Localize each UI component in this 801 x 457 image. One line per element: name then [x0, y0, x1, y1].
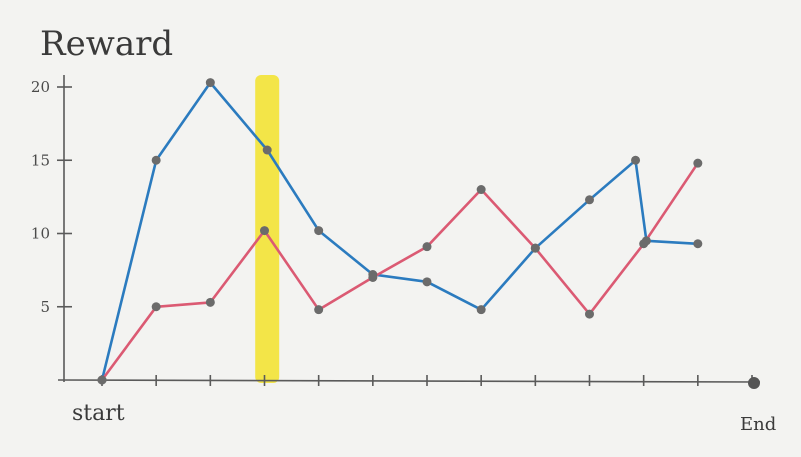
- series-0-point-4: [314, 226, 324, 236]
- series-1-line: [100, 161, 700, 382]
- series-1-point-0: [97, 375, 107, 385]
- x-axis-line: [57, 379, 761, 383]
- x-axis-end-dot: [748, 377, 760, 389]
- series-0-point-10: [631, 155, 641, 165]
- y-tick-label-20: 20: [31, 78, 50, 96]
- series-1-point-9: [585, 309, 594, 319]
- series-1-point-1: [151, 302, 161, 312]
- series-1-point-5: [368, 272, 378, 282]
- series-1-point-7: [476, 185, 486, 195]
- series-0-point-2: [205, 78, 215, 88]
- series-1-point-6: [422, 242, 432, 252]
- y-tick-label-10: 10: [31, 225, 50, 243]
- series-1-point-10: [639, 239, 649, 249]
- series-0-point-9: [585, 195, 594, 205]
- series-0-line: [100, 81, 700, 382]
- series-0-point-7: [476, 305, 486, 315]
- axes: 5 10 15 20: [31, 75, 761, 389]
- series-0-point-1: [151, 155, 161, 165]
- points-layer: [97, 78, 703, 385]
- series-1-point-3: [260, 226, 269, 236]
- y-tick-label-15: 15: [31, 151, 50, 169]
- series-1-point-4: [314, 305, 324, 315]
- series-1-point-8: [530, 243, 540, 253]
- x-start-label: start: [72, 401, 125, 426]
- series-0-point-3: [262, 145, 272, 155]
- series-0-point-6: [422, 277, 432, 287]
- y-tick-label-5: 5: [40, 298, 50, 316]
- series-layer: [100, 81, 700, 382]
- series-1-point-11: [693, 158, 703, 168]
- chart-title: Reward: [40, 24, 173, 64]
- x-end-label: End: [740, 414, 776, 435]
- series-0-point-12: [693, 239, 703, 249]
- series-1-point-2: [205, 297, 215, 307]
